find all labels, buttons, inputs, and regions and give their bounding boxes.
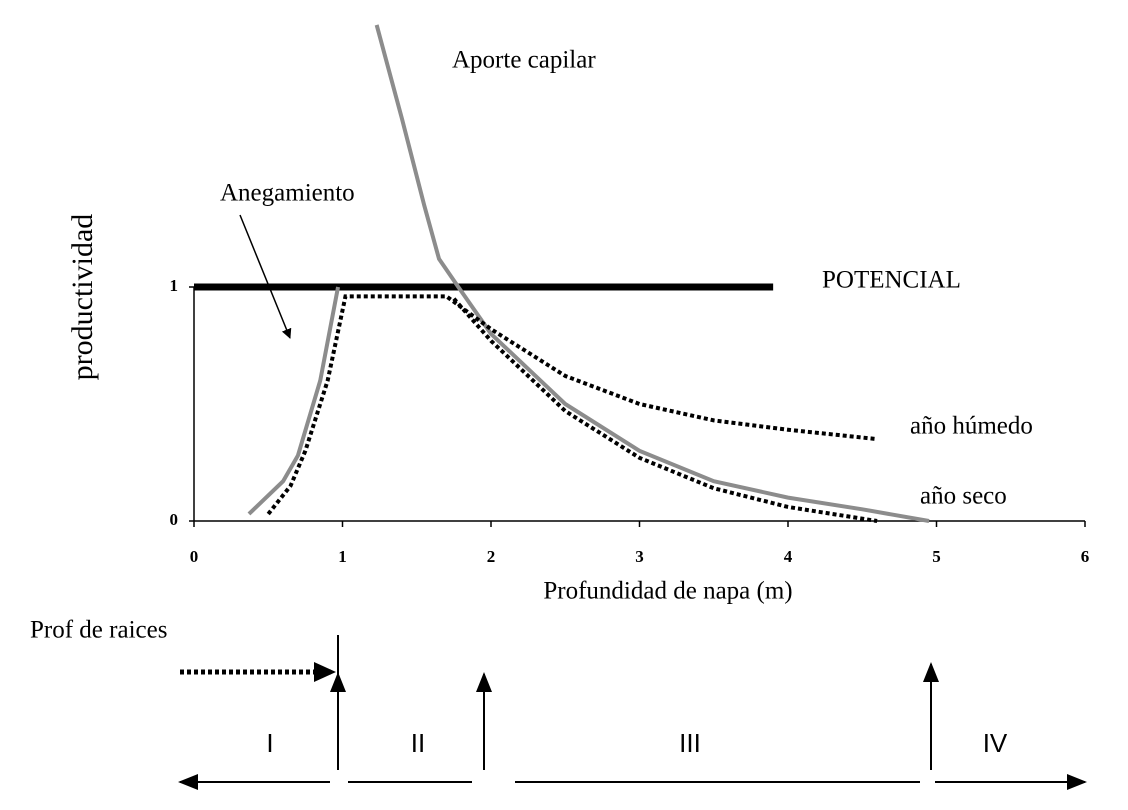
root-label: Prof de raices [30,617,167,644]
line-series [266,294,878,516]
series-label: POTENCIAL [822,267,961,294]
y-tick-label: 0 [170,510,179,529]
y-tick-label: 1 [170,276,179,295]
line-series [452,297,878,523]
x-tick-label: 3 [635,547,644,566]
series-label: año húmedo [910,413,1033,440]
arrow-head [314,662,336,682]
series-label: Aporte capilar [452,47,596,74]
zones: Prof de raices I II III IV [30,617,1087,790]
x-tick-label: 2 [487,547,496,566]
series-label: año seco [920,483,1007,510]
x-tick-label: 5 [932,547,941,566]
zone-label: IV [983,728,1008,758]
x-tick-label: 0 [190,547,199,566]
y-axis-label: productividad [66,214,99,381]
zone-label: I [266,728,273,758]
x-tick-label: 1 [338,547,347,566]
line-series [247,286,341,516]
zone-label: III [679,728,701,758]
zone-label: II [411,728,425,758]
x-axis-label: Profundidad de napa (m) [543,578,792,605]
annotation-arrow [239,214,292,339]
x-tick-label: 4 [784,547,793,566]
annotation: Anegamiento [220,180,355,207]
line-series [374,24,930,523]
x-tick-label: 6 [1081,547,1090,566]
